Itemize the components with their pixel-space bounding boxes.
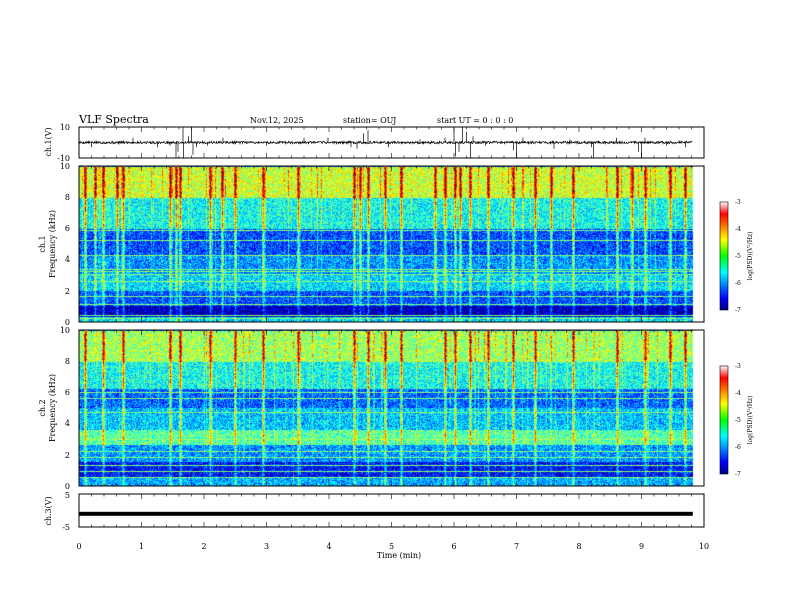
time-tick-1: 1: [139, 542, 144, 551]
ch1-colorbar-tick-3: -3: [735, 199, 741, 206]
time-tick-5: 5: [389, 542, 394, 551]
ch1-freq-tick-8: 8: [65, 193, 70, 202]
ch1-colorbar-label: log(PSD)(V²/Hz): [747, 232, 754, 281]
ch1-frame: [78, 126, 705, 159]
ch3-ytick-bottom: -5: [62, 523, 70, 532]
ch1-ylabel: ch.1(V): [44, 127, 53, 156]
ch1-freq-tick-10: 10: [60, 162, 70, 171]
ch2-colorbar-tick-7: -7: [735, 471, 741, 478]
time-tick-6: 6: [451, 542, 456, 551]
ch2-colorbar-tick-3: -3: [735, 363, 741, 370]
ch3-ylabel: ch.3(V): [44, 496, 53, 525]
ch2-freq-tick-6: 6: [65, 388, 70, 397]
time-tick-2: 2: [201, 542, 206, 551]
ch3-frame: [78, 493, 705, 528]
ch1-colorbar-tick-6: -6: [735, 280, 741, 287]
header-date: Nov.12, 2025: [250, 116, 304, 125]
ch1-freq-tick-4: 4: [65, 255, 70, 264]
ch1-spectrogram-image: [79, 166, 704, 322]
time-tick-3: 3: [264, 542, 269, 551]
ch2-spectrogram-image: [79, 330, 704, 486]
ch1-colorbar-tick-5: -5: [735, 253, 741, 260]
ch2-spectrogram-ylabel: Frequency (kHz): [48, 374, 57, 442]
ch2-spectrogram-frame: [78, 329, 705, 487]
ch3-waveform-panel: 5 -5 ch.3(V): [44, 491, 705, 532]
ch2-freq-tick-4: 4: [65, 419, 70, 428]
ch2-spectrogram-channel-label: ch.2: [38, 399, 47, 416]
ch1-waveform-panel: 10 -10 ch.1(V): [44, 123, 705, 163]
time-axis-tick-labels: 0 1 2 3 4 5 6 7 8 9 10: [76, 542, 709, 551]
ch1-colorbar-frame: [719, 201, 729, 311]
ch2-colorbar: [720, 366, 728, 474]
ch3-trace: [79, 511, 693, 516]
ch1-spectrogram-ylabel: Frequency (kHz): [48, 210, 57, 278]
ch2-colorbar-tick-6: -6: [735, 444, 741, 451]
ch2-colorbar-tick-5: -5: [735, 417, 741, 424]
time-tick-10: 10: [699, 542, 709, 551]
ch1-colorbar: [720, 202, 728, 310]
time-axis-label: Time (min): [377, 551, 421, 560]
ch1-colorbar-tick-7: -7: [735, 307, 741, 314]
ch1-freq-tick-6: 6: [65, 224, 70, 233]
ch1-freq-tick-2: 2: [65, 287, 70, 296]
ch2-freq-tick-0: 0: [65, 482, 70, 491]
ch1-colorbar-tick-4: -4: [735, 226, 741, 233]
header-station: station= OUJ: [343, 116, 396, 125]
ch1-spectrogram-frame: [78, 165, 705, 323]
ch2-freq-tick-2: 2: [65, 451, 70, 460]
time-tick-7: 7: [514, 542, 519, 551]
ch2-colorbar-tick-4: -4: [735, 390, 741, 397]
ch1-ytick-bottom: -10: [57, 154, 70, 163]
ch2-freq-tick-8: 8: [65, 357, 70, 366]
ch1-trace: [78, 127, 693, 158]
ch1-spectrogram-panel: 10 8 6 4 2 0 ch.1 Frequency (kHz) -3 -4 …: [38, 162, 754, 327]
ch3-plot-area: [79, 494, 704, 527]
ch1-ytick-top: 10: [60, 123, 70, 132]
header-start-time: start UT = 0 : 0 : 0: [437, 116, 513, 125]
ch2-colorbar-frame: [719, 365, 729, 475]
ch2-spectrogram-panel: 10 8 6 4 2 0 ch.2 Frequency (kHz) -3 -4 …: [38, 326, 754, 491]
time-tick-0: 0: [76, 542, 81, 551]
time-tick-4: 4: [326, 542, 331, 551]
ch2-colorbar-label: log(PSD)(V²/Hz): [747, 396, 754, 445]
ch1-freq-tick-0: 0: [65, 318, 70, 327]
time-tick-8: 8: [576, 542, 581, 551]
figure-title: VLF Spectra: [78, 113, 149, 126]
time-tick-9: 9: [639, 542, 644, 551]
ch2-freq-tick-10: 10: [60, 326, 70, 335]
ch1-spectrogram-channel-label: ch.1: [38, 235, 47, 252]
ch3-ytick-top: 5: [65, 491, 70, 500]
